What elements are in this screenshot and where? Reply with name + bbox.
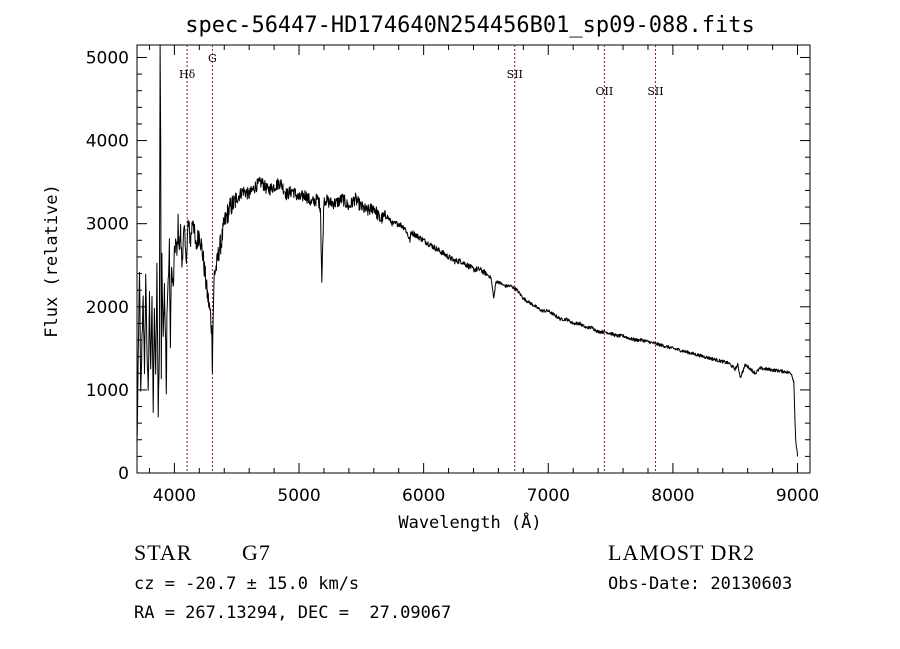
x-tick-label: 5000 xyxy=(277,486,320,506)
spectrum-line xyxy=(136,44,798,457)
x-axis-label: Wavelength (Å) xyxy=(398,511,541,533)
x-tick-label: 8000 xyxy=(651,486,694,506)
spectral-subclass: G7 xyxy=(242,540,271,565)
spectral-line-label: SII xyxy=(647,85,663,98)
spectral-line-label: Hδ xyxy=(179,68,196,81)
y-tick-label: 2000 xyxy=(86,298,129,318)
y-tick-label: 3000 xyxy=(86,215,129,235)
spectral-line-label: SII xyxy=(507,68,523,81)
spectral-line-label: OII xyxy=(596,85,614,98)
y-axis-label: Flux (relative) xyxy=(42,184,62,338)
object-class: STAR xyxy=(134,540,193,565)
y-tick-label: 1000 xyxy=(86,381,129,401)
chart-title: spec-56447-HD174640N254456B01_sp09-088.f… xyxy=(185,13,755,38)
x-tick-label: 7000 xyxy=(527,486,570,506)
redshift-readout: cz = -20.7 ± 15.0 km/s xyxy=(134,574,360,594)
survey-name: LAMOST DR2 xyxy=(608,540,756,565)
plot-frame xyxy=(136,44,811,474)
x-tick-label: 4000 xyxy=(153,486,196,506)
y-tick-label: 0 xyxy=(118,464,129,484)
observation-date: Obs-Date: 20130603 xyxy=(608,574,793,594)
x-tick-label: 6000 xyxy=(402,486,445,506)
plot-area: 4000 5000 6000 7000 8000 9000 0 1000 2000 3000 400… xyxy=(86,44,819,506)
y-tick-label: 5000 xyxy=(86,48,129,68)
y-tick-label: 4000 xyxy=(86,132,129,152)
spectral-line-label: G xyxy=(208,52,217,65)
coordinates-readout: RA = 267.13294, DEC = 27.09067 xyxy=(134,603,452,623)
x-tick-label: 9000 xyxy=(776,486,819,506)
